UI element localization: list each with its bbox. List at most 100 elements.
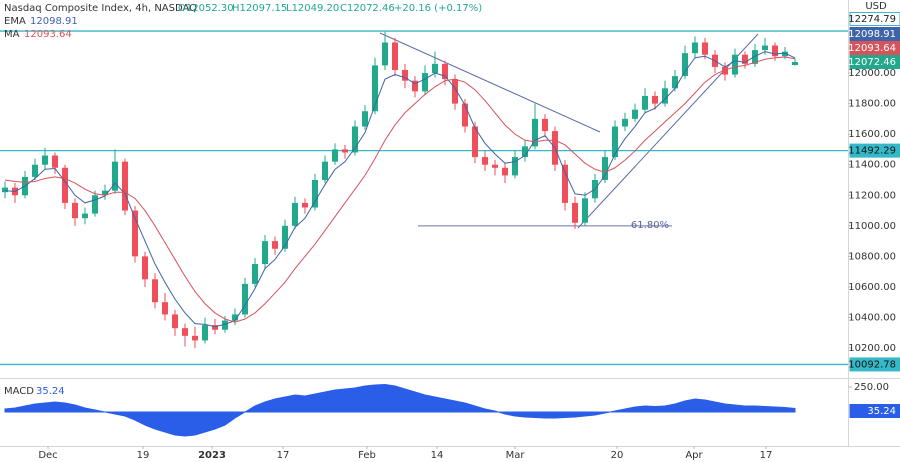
y-tick-label: 12000.00 — [848, 68, 896, 79]
legend-value: 12098.91 — [30, 16, 78, 27]
candle-body — [382, 42, 388, 66]
candle-body — [152, 279, 158, 303]
y-tick-label: 10200.00 — [848, 343, 896, 354]
candle-body — [262, 241, 268, 265]
macd-label-bg — [849, 404, 900, 418]
y-tick-label: 11200.00 — [848, 190, 896, 201]
candle-body — [562, 164, 568, 203]
candle-body — [132, 210, 138, 257]
ma-label: 12093.64 — [848, 43, 896, 54]
candle-body — [312, 179, 318, 208]
candle-body — [572, 202, 578, 223]
trend-line — [577, 33, 759, 229]
x-tick-label: 14 — [431, 450, 444, 461]
y-tick-label: 10400.00 — [848, 312, 896, 323]
y-tick-label: 11400.00 — [848, 160, 896, 171]
y-tick-label: 11000.00 — [848, 221, 896, 232]
ohlc-open: O12052.30 — [178, 3, 234, 14]
candle-body — [292, 202, 298, 226]
macd-area — [4, 383, 796, 437]
ohlc-change: +20.16 (+0.17%) — [394, 3, 482, 14]
candle-body — [652, 95, 658, 104]
candle-body — [772, 45, 778, 57]
candle-body — [72, 202, 78, 219]
indicator-line — [4, 56, 796, 323]
y-tick-label: 11800.00 — [848, 99, 896, 110]
candle-body — [172, 314, 178, 329]
candle-body — [32, 164, 38, 177]
chart-title: Nasdaq Composite Index, 4h, NASDAQ — [4, 3, 197, 14]
x-tick-label: Mar — [506, 450, 526, 461]
candle-body — [612, 126, 618, 158]
ohlc-high: H12097.15 — [232, 3, 287, 14]
candle-body — [522, 146, 528, 158]
x-tick-label: Apr — [685, 450, 703, 461]
candle-body — [322, 161, 328, 180]
candle-body — [442, 63, 448, 80]
candle-body — [542, 118, 548, 132]
candle-body — [502, 167, 508, 176]
candle-body — [392, 42, 398, 70]
x-tick-label: 17 — [277, 450, 290, 461]
candle-body — [202, 325, 208, 341]
y-tick-label: 11600.00 — [848, 129, 896, 140]
candle-body — [102, 190, 108, 196]
candle-body — [142, 256, 148, 280]
last-price-label: 12072.46 — [848, 57, 896, 68]
candle-body — [732, 54, 738, 75]
candle-body — [232, 314, 238, 321]
macd-label: 35.24 — [867, 406, 896, 417]
last-price-label-bg — [849, 55, 900, 69]
candle-body — [122, 161, 128, 211]
y-tick-label: 10600.00 — [848, 282, 896, 293]
candle-body — [722, 66, 728, 75]
candle-body — [472, 126, 478, 158]
candle-body — [362, 111, 368, 127]
level-label-bg — [849, 12, 900, 26]
level-label: 10092.78 — [848, 359, 896, 370]
candle-body — [792, 61, 798, 66]
candle-body — [282, 225, 288, 249]
legend-name: EMA — [4, 16, 26, 27]
candle-body — [182, 328, 188, 336]
candle-body — [752, 50, 758, 64]
trend-line — [379, 32, 601, 133]
macd-name: MACD — [4, 386, 34, 397]
candle-body — [582, 198, 588, 223]
candle-body — [342, 149, 348, 153]
candle-body — [462, 103, 468, 127]
candle-body — [352, 126, 358, 153]
candle-body — [162, 302, 168, 315]
candle-body — [242, 283, 248, 315]
candle-body — [2, 187, 8, 193]
candle-body — [492, 164, 498, 168]
ma-label-bg — [849, 41, 900, 55]
legend-value: 12093.64 — [24, 29, 72, 40]
candle-body — [762, 45, 768, 51]
level-label: 11492.29 — [848, 146, 896, 157]
candle-body — [452, 79, 458, 104]
candle-body — [692, 42, 698, 54]
candle-body — [42, 155, 48, 165]
x-tick-label: 19 — [137, 450, 150, 461]
candle-body — [332, 149, 338, 162]
candle-body — [192, 335, 198, 341]
x-tick-label: 20 — [611, 450, 624, 461]
candle-body — [422, 73, 428, 92]
level-label-bg — [849, 357, 900, 372]
level-label-bg — [849, 143, 900, 158]
candle-body — [402, 69, 408, 81]
candle-body — [302, 202, 308, 208]
candle-body — [632, 109, 638, 119]
x-tick-label: Feb — [358, 450, 376, 461]
candle-body — [272, 241, 278, 249]
candle-body — [52, 155, 58, 168]
candle-body — [252, 264, 258, 284]
candle-body — [702, 42, 708, 55]
candle-body — [62, 167, 68, 203]
candle-body — [642, 95, 648, 110]
candle-body — [432, 63, 438, 74]
y-tick-label: 10800.00 — [848, 251, 896, 262]
